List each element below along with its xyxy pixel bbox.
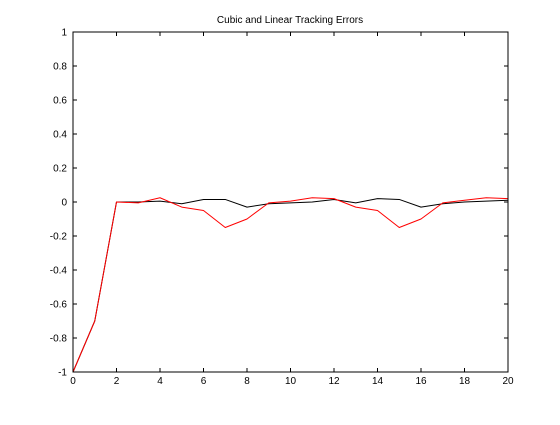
- y-tick-label: -1: [58, 368, 67, 379]
- y-tick-label: 0.4: [53, 130, 67, 141]
- chart-title: Cubic and Linear Tracking Errors: [217, 15, 363, 26]
- y-tick-label: 0.8: [53, 62, 67, 73]
- y-tick-label: -0.2: [50, 232, 68, 243]
- x-tick-label: 18: [459, 376, 471, 387]
- y-axis: -1 -0.8 -0.6 -0.4 -0.2 0 0.2 0.4 0.6 0.8 1: [50, 28, 508, 379]
- x-tick-label: 14: [372, 376, 384, 387]
- y-tick-label: -0.6: [50, 300, 68, 311]
- x-tick-label: 2: [114, 376, 120, 387]
- x-tick-label: 16: [415, 376, 427, 387]
- y-tick-label: -0.4: [50, 266, 68, 277]
- y-tick-label: 0.2: [53, 164, 67, 175]
- series-line-0: [72, 198, 509, 373]
- x-tick-label: 20: [502, 376, 514, 387]
- series-line-1: [72, 197, 509, 373]
- x-tick-label: 6: [201, 376, 207, 387]
- x-axis: 0 2 4 6 8 10 12 14 16 18 20: [70, 32, 514, 387]
- x-tick-label: 4: [157, 376, 163, 387]
- x-tick-label: 10: [285, 376, 297, 387]
- x-tick-label: 12: [328, 376, 340, 387]
- series-layer: [72, 197, 509, 373]
- y-tick-label: 1: [61, 28, 67, 39]
- y-tick-label: 0: [61, 198, 67, 209]
- y-tick-label: 0.6: [53, 96, 67, 107]
- x-tick-label: 8: [244, 376, 250, 387]
- y-tick-label: -0.8: [50, 334, 68, 345]
- x-tick-label: 0: [70, 376, 76, 387]
